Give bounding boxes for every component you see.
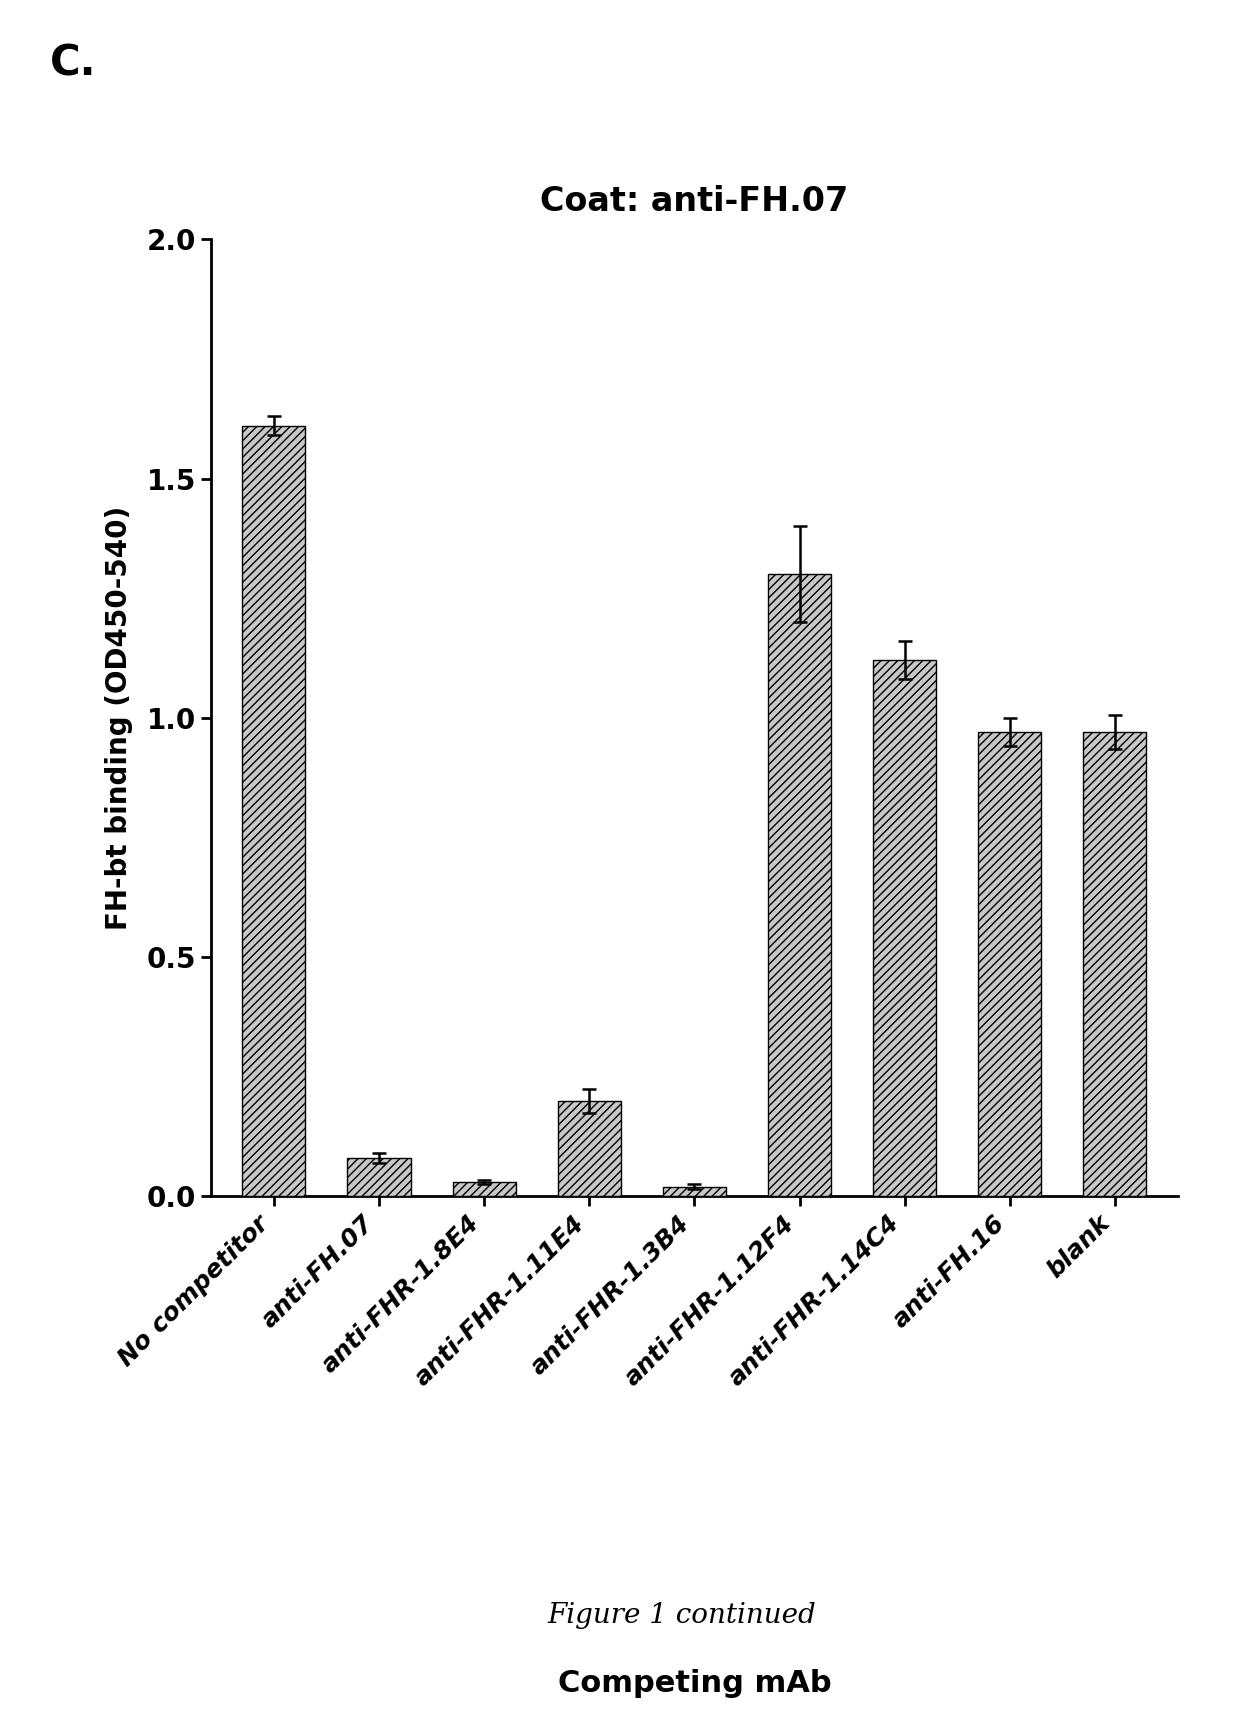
Bar bbox=[1084, 731, 1147, 1196]
Bar bbox=[453, 1183, 516, 1196]
Bar bbox=[347, 1159, 410, 1196]
Bar bbox=[558, 1101, 621, 1196]
Bar bbox=[978, 731, 1042, 1196]
X-axis label: Competing mAb: Competing mAb bbox=[558, 1668, 831, 1697]
Bar bbox=[768, 574, 831, 1196]
Bar bbox=[242, 426, 305, 1196]
Text: Figure 1 continued: Figure 1 continued bbox=[548, 1601, 816, 1629]
Y-axis label: FH-bt binding (OD450-540): FH-bt binding (OD450-540) bbox=[105, 506, 133, 930]
Title: Coat: anti-FH.07: Coat: anti-FH.07 bbox=[541, 186, 848, 219]
Text: C.: C. bbox=[50, 43, 97, 85]
Bar bbox=[663, 1186, 725, 1196]
Bar bbox=[873, 660, 936, 1196]
